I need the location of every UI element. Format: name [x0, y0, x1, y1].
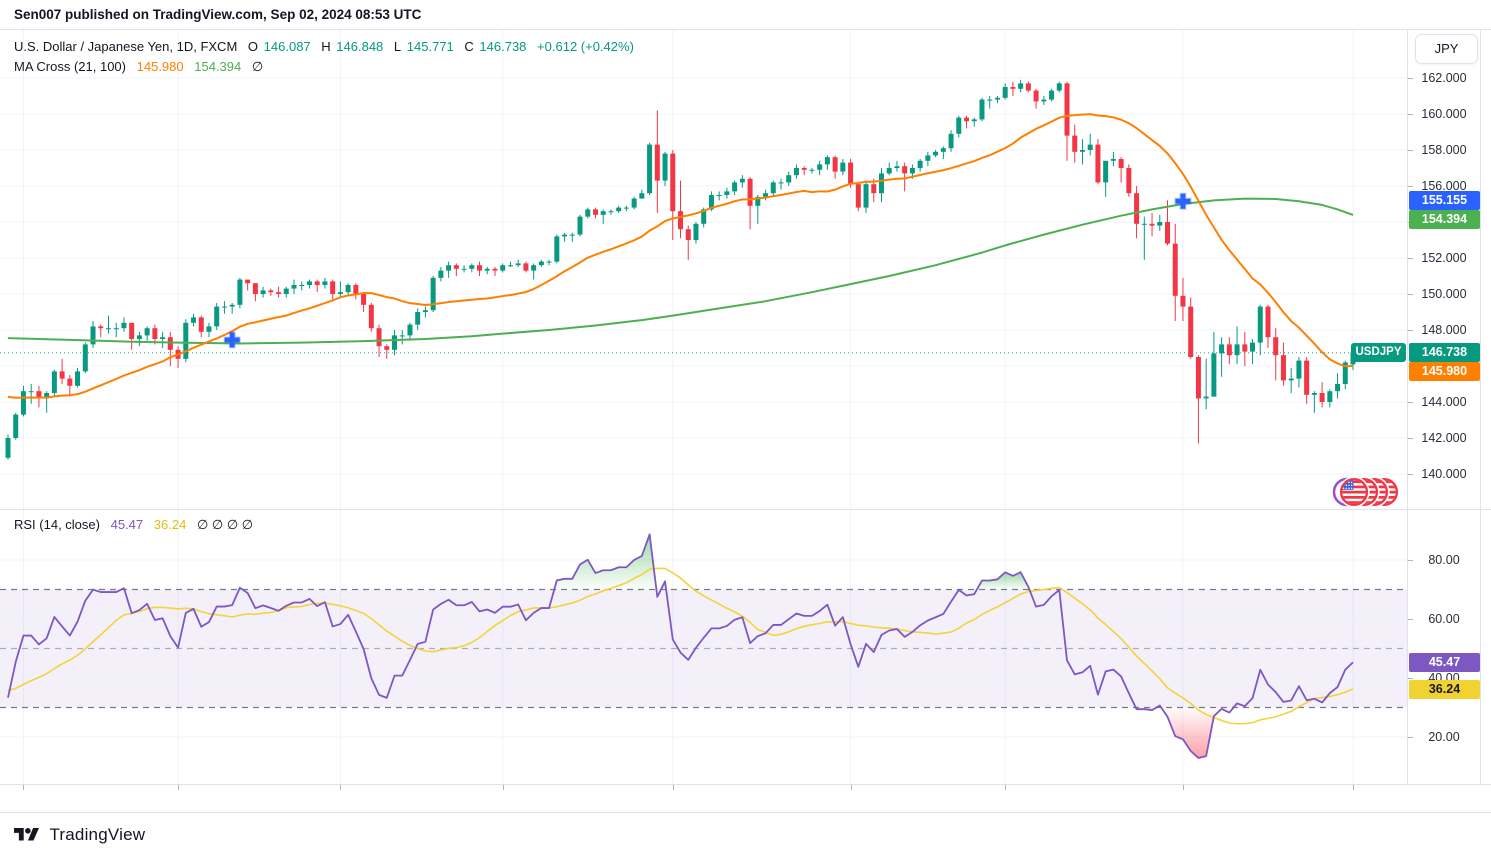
price-scale-tick-label: 142.000 [1421, 431, 1467, 445]
header-divider [0, 29, 1491, 30]
price-scale-tick-mark [1408, 150, 1413, 151]
last-price-badge: 146.738 [1409, 343, 1480, 363]
price-scale-tick-label: 150.000 [1421, 287, 1467, 301]
ma-cross-title: MA Cross (21, 100) [14, 59, 126, 74]
rsi-scale-tick-mark [1408, 737, 1413, 738]
time-axis-tick-mark [672, 785, 674, 790]
price-scale-tick-mark [1408, 186, 1413, 187]
rsi-scale-tick-label: 60.00 [1428, 612, 1460, 626]
price-scale-tick-mark [1408, 474, 1413, 475]
rsi-scale-tick-label: 20.00 [1428, 730, 1460, 744]
change-value: +0.612 (+0.42%) [537, 39, 634, 54]
time-axis-tick-mark [502, 785, 504, 790]
price-scale-tick-mark [1408, 402, 1413, 403]
currency-button[interactable]: JPY [1415, 34, 1478, 64]
price-scale-tick-label: 156.000 [1421, 179, 1467, 193]
last-price-symbol-pill: USDJPY [1351, 343, 1406, 363]
high-value: 146.848 [336, 39, 384, 54]
symbol-legend-row[interactable]: U.S. Dollar / Japanese Yen, 1D, FXCM O 1… [14, 39, 641, 54]
ma-cross-marker-icon [1174, 192, 1192, 210]
high-label: H [321, 39, 331, 54]
grid-lines [0, 30, 1408, 510]
right-edge-border [1480, 30, 1481, 785]
candlestick-series [5, 79, 1356, 460]
rsi-pane-chart[interactable] [0, 510, 1408, 785]
ma-21-line [7, 113, 1354, 399]
rsi-title: RSI (14, close) [14, 517, 100, 532]
low-value: 145.771 [406, 39, 454, 54]
ma-cross-legend-row[interactable]: MA Cross (21, 100) 145.980 154.394 ∅ [14, 59, 270, 75]
rsi-scale-tick-mark [1408, 560, 1413, 561]
time-axis-tick-mark [1182, 785, 1184, 790]
ma-cross-empty-icon: ∅ [251, 59, 264, 74]
rsi-overbought-fill [554, 534, 657, 590]
close-label: C [464, 39, 474, 54]
rsi-ma-value-badge: 36.24 [1409, 680, 1480, 700]
footer-divider [0, 812, 1491, 813]
time-axis-tick-mark [850, 785, 852, 790]
price-scale-border [1407, 30, 1408, 785]
open-value: 146.087 [263, 39, 311, 54]
footer-brand[interactable]: TradingView [14, 825, 314, 849]
rsi-oversold-fill [1161, 707, 1234, 758]
price-scale-tick-label: 140.000 [1421, 467, 1467, 481]
time-axis-tick-mark [178, 785, 180, 790]
price-scale-tick-mark [1408, 438, 1413, 439]
rsi-value: 45.47 [110, 517, 144, 532]
ma-100-line [7, 197, 1354, 345]
time-axis-tick-mark [1005, 785, 1007, 790]
close-value: 146.738 [479, 39, 527, 54]
rsi-overbought-fill [976, 572, 1030, 590]
ma-fast-price-badge: 145.980 [1409, 362, 1480, 382]
ma-fast-value: 145.980 [136, 59, 184, 74]
time-axis-border [0, 784, 1491, 785]
rsi-ma-line [7, 567, 1354, 725]
price-scale-tick-label: 144.000 [1421, 395, 1467, 409]
tradingview-brand-text: TradingView [49, 825, 146, 844]
ma-slow-value: 154.394 [194, 59, 242, 74]
price-scale-tick-mark [1408, 114, 1413, 115]
open-label: O [247, 39, 259, 54]
price-scale-tick-label: 160.000 [1421, 107, 1467, 121]
rsi-legend-row[interactable]: RSI (14, close) 45.47 36.24 ∅ ∅ ∅ ∅ [14, 517, 260, 533]
price-scale-tick-mark [1408, 258, 1413, 259]
economic-events-us-flag-icon[interactable] [1331, 472, 1403, 512]
price-scale-tick-label: 162.000 [1421, 71, 1467, 85]
ma-slow-price-badge: 154.394 [1409, 210, 1480, 230]
time-axis-tick-mark [23, 785, 25, 790]
price-pane-chart[interactable] [0, 30, 1408, 510]
tradingview-logo-icon [14, 828, 39, 841]
price-scale-tick-label: 148.000 [1421, 323, 1467, 337]
time-axis[interactable]: 2024FebMarAprMayJunJulAugSep [0, 785, 1491, 812]
ma-cross-marker-icon [223, 331, 241, 349]
price-scale-tick-mark [1408, 294, 1413, 295]
publisher-text: Sen007 published on TradingView.com, Sep… [14, 7, 422, 22]
us-flag-icon [1342, 480, 1366, 504]
cross-price-badge: 155.155 [1409, 191, 1480, 211]
rsi-scale-tick-mark [1408, 678, 1413, 679]
rsi-empty-icons: ∅ ∅ ∅ ∅ [196, 517, 254, 532]
pane-separator[interactable] [0, 509, 1491, 510]
symbol-title: U.S. Dollar / Japanese Yen, 1D, FXCM [14, 39, 238, 54]
rsi-scale-tick-label: 80.00 [1428, 553, 1460, 567]
low-label: L [393, 39, 402, 54]
rsi-line [7, 533, 1354, 759]
rsi-ma-value: 36.24 [153, 517, 187, 532]
rsi-value-badge: 45.47 [1409, 652, 1480, 672]
price-scale-tick-mark [1408, 330, 1413, 331]
time-axis-tick-mark [340, 785, 342, 790]
time-axis-tick-mark [1353, 785, 1355, 790]
price-scale-tick-mark [1408, 78, 1413, 79]
rsi-scale-tick-mark [1408, 619, 1413, 620]
price-scale-tick-label: 152.000 [1421, 251, 1467, 265]
price-scale-tick-label: 158.000 [1421, 143, 1467, 157]
publisher-bar: Sen007 published on TradingView.com, Sep… [0, 0, 1491, 29]
